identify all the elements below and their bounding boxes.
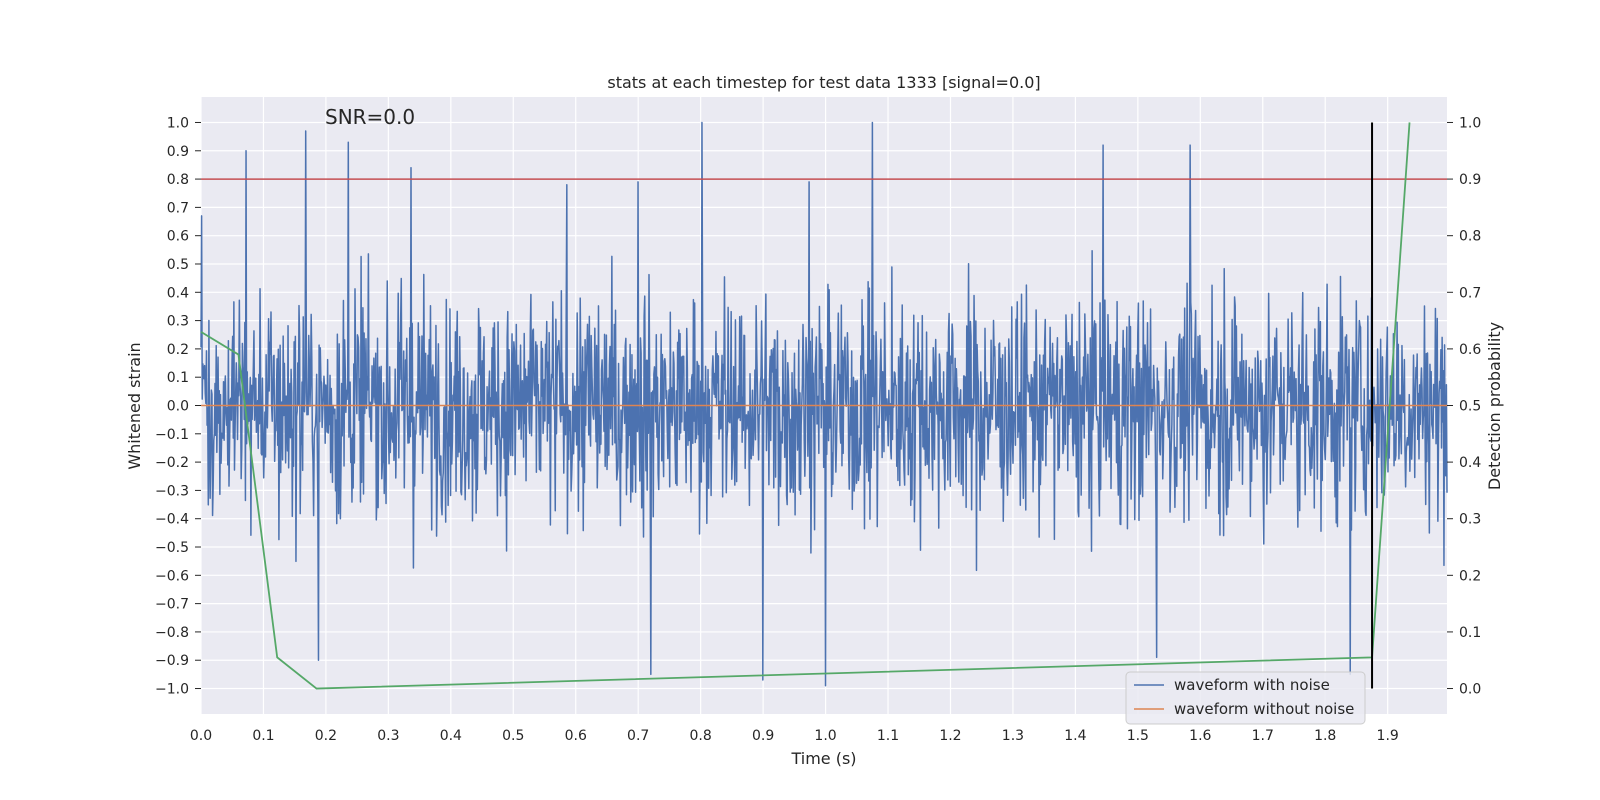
y-left-tick-label: −0.7: [155, 597, 189, 613]
x-tick-label: 0.8: [690, 728, 712, 744]
x-tick-label: 0.0: [190, 728, 212, 744]
x-tick-label: 1.3: [1002, 728, 1024, 744]
y-left-tick-label: −0.8: [155, 625, 189, 641]
x-tick-label: 1.1: [877, 728, 899, 744]
y-left-tick-label: 0.4: [167, 285, 189, 301]
y-left-tick-label: 0.1: [167, 370, 189, 386]
x-tick-label: 1.2: [939, 728, 961, 744]
x-tick-label: 1.8: [1314, 728, 1336, 744]
x-tick-label: 0.4: [440, 728, 462, 744]
y-left-tick-label: 0.8: [167, 172, 189, 188]
x-axis-label: Time (s): [790, 749, 856, 768]
chart-title: stats at each timestep for test data 133…: [607, 73, 1040, 92]
y-right-tick-label: 0.5: [1459, 399, 1481, 415]
y-left-tick-label: −1.0: [155, 682, 189, 698]
x-tick-label: 1.6: [1189, 728, 1211, 744]
x-tick-label: 1.5: [1127, 728, 1149, 744]
x-tick-label: 0.6: [565, 728, 587, 744]
y-right-tick-label: 0.0: [1459, 682, 1481, 698]
x-tick-label: 0.2: [315, 728, 337, 744]
y-right-tick-label: 0.6: [1459, 342, 1481, 358]
y-right-tick-labels: 1.0 0.9 0.8 0.7 0.6 0.5 0.4 0.3 0.2 0.1 0.0: [1447, 115, 1481, 698]
y-right-tick-label: 0.1: [1459, 625, 1481, 641]
series-waveform-with-noise: [200, 121, 1448, 687]
y-left-tick-label: 0.9: [167, 144, 189, 160]
y-left-tick-label: 0.5: [167, 257, 189, 273]
y-right-tick-label: 0.9: [1459, 172, 1481, 188]
y-left-tick-label: 0.7: [167, 200, 189, 216]
y-left-tick-label: 0.2: [167, 342, 189, 358]
x-tick-label: 1.9: [1377, 728, 1399, 744]
y-left-tick-labels: 1.0 0.9 0.8 0.7 0.6 0.5 0.4 0.3 0.2 0.1 0.0 −0.1 −0.…: [155, 115, 201, 698]
y-right-axis-label: Detection probability: [1485, 322, 1504, 490]
y-left-tick-label: −0.9: [155, 653, 189, 669]
y-left-tick-label: −0.1: [155, 427, 189, 443]
snr-annotation: SNR=0.0: [325, 105, 415, 129]
y-right-tick-label: 0.4: [1459, 455, 1481, 471]
y-left-tick-label: 1.0: [167, 115, 189, 131]
legend-label-clean: waveform without noise: [1174, 700, 1354, 718]
y-left-tick-label: −0.4: [155, 512, 189, 528]
x-tick-label: 0.1: [252, 728, 274, 744]
y-left-axis-label: Whitened strain: [125, 342, 144, 469]
y-left-tick-label: 0.3: [167, 314, 189, 330]
y-left-tick-label: −0.6: [155, 568, 189, 584]
x-tick-label: 1.7: [1252, 728, 1274, 744]
y-right-tick-label: 1.0: [1459, 115, 1481, 131]
legend: waveform with noise waveform without noi…: [1125, 671, 1366, 725]
series-layer: [200, 121, 1448, 690]
y-left-tick-label: 0.6: [167, 229, 189, 245]
y-left-tick-label: −0.5: [155, 540, 189, 556]
legend-box: [1125, 671, 1366, 725]
y-left-tick-label: −0.2: [155, 455, 189, 471]
y-right-tick-label: 0.2: [1459, 568, 1481, 584]
y-right-tick-label: 0.7: [1459, 285, 1481, 301]
x-tick-label: 0.5: [502, 728, 524, 744]
y-right-tick-label: 0.8: [1459, 229, 1481, 245]
y-left-tick-label: 0.0: [167, 399, 189, 415]
x-tick-labels: 0.0 0.1 0.2 0.3 0.4 0.5 0.6 0.7 0.8 0.9 1.0 1.1 1.2 1…: [190, 728, 1399, 744]
x-tick-label: 0.3: [377, 728, 399, 744]
x-tick-label: 0.9: [752, 728, 774, 744]
x-tick-label: 1.4: [1064, 728, 1086, 744]
x-tick-label: 0.7: [627, 728, 649, 744]
x-tick-label: 1.0: [814, 728, 836, 744]
legend-label-noise: waveform with noise: [1174, 676, 1330, 694]
y-right-tick-label: 0.3: [1459, 512, 1481, 528]
y-left-tick-label: −0.3: [155, 483, 189, 499]
series-detection-probability: [200, 122, 1411, 690]
